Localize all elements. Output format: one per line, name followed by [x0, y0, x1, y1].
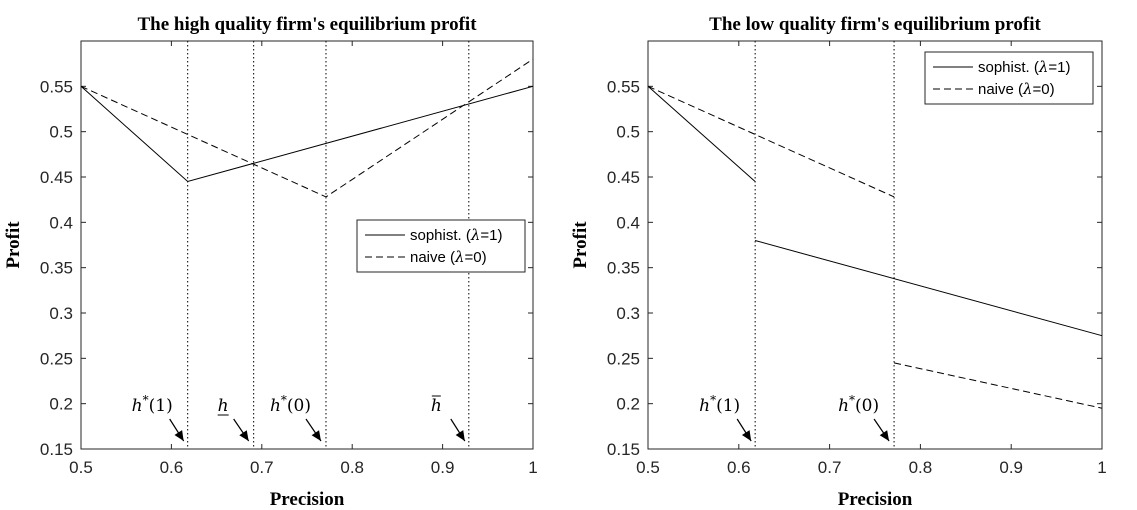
- y-tick-label: 0.5: [49, 123, 73, 142]
- x-tick-label: 0.5: [69, 458, 93, 477]
- y-tick-label: 0.2: [616, 395, 640, 414]
- annotation-text: h*(0): [838, 393, 879, 416]
- y-tick-label: 0.5: [616, 123, 640, 142]
- series-line-naive: [647, 85, 895, 198]
- y-tick-label: 0.25: [40, 349, 73, 368]
- x-tick-label: 0.9: [999, 458, 1023, 477]
- legend: sophist. (λ=1) naive (λ=0): [356, 219, 526, 273]
- x-tick-label: 0.8: [909, 458, 933, 477]
- y-axis-label: Profit: [3, 221, 24, 269]
- legend-label: sophist. (λ=1): [978, 58, 1070, 76]
- x-tick-label: 0.6: [727, 458, 751, 477]
- annotation-text: h: [431, 396, 442, 416]
- x-axis-label: Precision: [838, 489, 913, 510]
- y-tick-label: 0.25: [607, 349, 640, 368]
- series-line-sophist: [754, 240, 1103, 337]
- series-line-naive: [80, 58, 534, 198]
- chart-title: The high quality firm's equilibrium prof…: [137, 14, 477, 35]
- arrow-head: [239, 430, 249, 441]
- arrow-head: [455, 430, 465, 441]
- x-tick-label: 0.7: [250, 458, 274, 477]
- legend-box: [924, 51, 1094, 105]
- y-axis-label: Profit: [570, 221, 591, 269]
- y-tick-label: 0.55: [607, 77, 640, 96]
- y-tick-label: 0.3: [49, 304, 73, 323]
- legend-label: naive (λ=0): [978, 80, 1055, 98]
- x-tick-label: 0.8: [340, 458, 364, 477]
- annotation-h-underline: h: [217, 396, 250, 442]
- y-tick-label: 0.15: [40, 440, 73, 459]
- annotation-text: h*(0): [270, 393, 311, 416]
- y-tick-label: 0.15: [607, 440, 640, 459]
- legend-box: [356, 219, 526, 273]
- y-tick-label: 0.35: [607, 259, 640, 278]
- annotation-text: h*(1): [699, 393, 740, 416]
- x-tick-label: 0.5: [636, 458, 660, 477]
- x-tick-label: 0.7: [818, 458, 842, 477]
- x-tick-label: 0.9: [431, 458, 455, 477]
- annotation-h-star-0: h*(0): [270, 393, 322, 442]
- series-line-sophist: [80, 85, 534, 183]
- series-line-sophist: [647, 85, 756, 182]
- legend-label: sophist. (λ=1): [410, 226, 502, 244]
- y-tick-label: 0.4: [616, 213, 640, 232]
- arrow-head: [879, 430, 890, 441]
- arrow-head: [741, 430, 752, 441]
- chart-title: The low quality firm's equilibrium profi…: [709, 14, 1041, 35]
- chart-panel-2: 0.5 0.6 0.7 0.8 0.9 1 0.15 0.2 0.25 0.3 0.35 0.4 0.4…: [570, 14, 1107, 510]
- x-tick-label: 0.6: [160, 458, 184, 477]
- arrow-head: [311, 430, 321, 441]
- annotation-h-star-0: h*(0): [838, 393, 890, 442]
- legend-label: naive (λ=0): [410, 248, 487, 266]
- y-tick-label: 0.2: [49, 395, 73, 414]
- y-tick-label: 0.45: [40, 168, 73, 187]
- y-tick-label: 0.3: [616, 304, 640, 323]
- y-tick-label: 0.35: [40, 259, 73, 278]
- y-tick-label: 0.45: [607, 168, 640, 187]
- chart-panel-1: 0.5 0.6 0.7 0.8 0.9 1 0.15 0.2 0.25 0.3 0.35 0.4 0.4…: [3, 14, 538, 510]
- series-line-naive: [893, 362, 1103, 409]
- axes-box: [80, 40, 534, 450]
- x-tick-label: 1: [1097, 458, 1106, 477]
- legend: sophist. (λ=1) naive (λ=0): [924, 51, 1094, 105]
- annotation-h-star-1: h*(1): [699, 393, 752, 442]
- x-axis-label: Precision: [270, 489, 345, 510]
- annotation-h-bar: h: [431, 395, 466, 442]
- axes-box: [647, 40, 1103, 450]
- y-tick-label: 0.4: [49, 213, 73, 232]
- annotation-text: h*(1): [132, 393, 173, 416]
- annotation-h-star-1: h*(1): [132, 393, 185, 442]
- annotation-text: h: [218, 396, 229, 416]
- x-tick-label: 1: [528, 458, 537, 477]
- y-tick-label: 0.55: [40, 77, 73, 96]
- arrow-head: [174, 430, 184, 441]
